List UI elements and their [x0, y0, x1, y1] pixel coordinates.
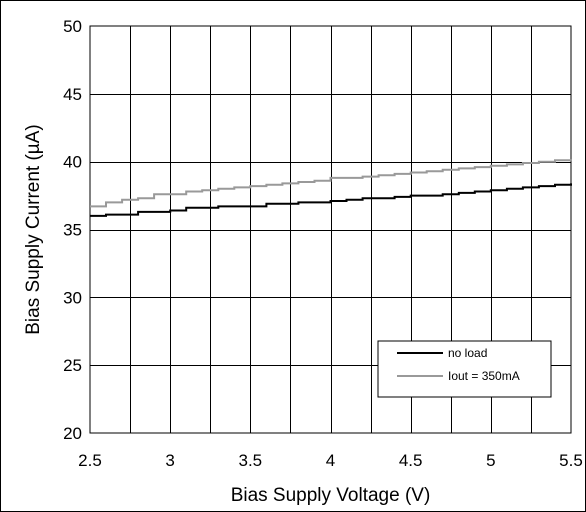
x-tick-label: 5	[486, 451, 495, 470]
x-tick-label: 3	[165, 451, 174, 470]
legend-label-iout-350ma: Iout = 350mA	[448, 369, 520, 383]
y-tick-label: 45	[63, 85, 82, 104]
series-lines	[90, 159, 572, 217]
series-line-no-load	[90, 183, 572, 217]
plot-area-frame	[89, 25, 572, 434]
x-tick-label: 4	[326, 451, 335, 470]
series-line-iout-350ma	[90, 159, 572, 208]
x-tick-label: 2.5	[78, 451, 102, 470]
y-tick-label: 20	[63, 424, 82, 443]
y-tick-label: 50	[63, 17, 82, 36]
y-tick-label: 25	[63, 356, 82, 375]
x-tick-label: 5.5	[559, 451, 583, 470]
legend: no load Iout = 350mA	[377, 340, 552, 398]
y-tick-label: 30	[63, 288, 82, 307]
y-axis-label: Bias Supply Current (µA)	[23, 124, 44, 335]
x-tick-labels: 2.5 3 3.5 4 4.5 5 5.5	[78, 451, 583, 470]
legend-label-no-load: no load	[448, 346, 487, 360]
y-tick-labels: 20 25 30 35 40 45 50	[63, 17, 82, 443]
x-axis-label: Bias Supply Voltage (V)	[231, 485, 431, 506]
y-tick-label: 40	[63, 153, 82, 172]
y-tick-label: 35	[63, 221, 82, 240]
grid	[90, 26, 571, 433]
x-tick-label: 4.5	[399, 451, 423, 470]
legend-box	[377, 340, 552, 398]
x-tick-label: 3.5	[239, 451, 263, 470]
